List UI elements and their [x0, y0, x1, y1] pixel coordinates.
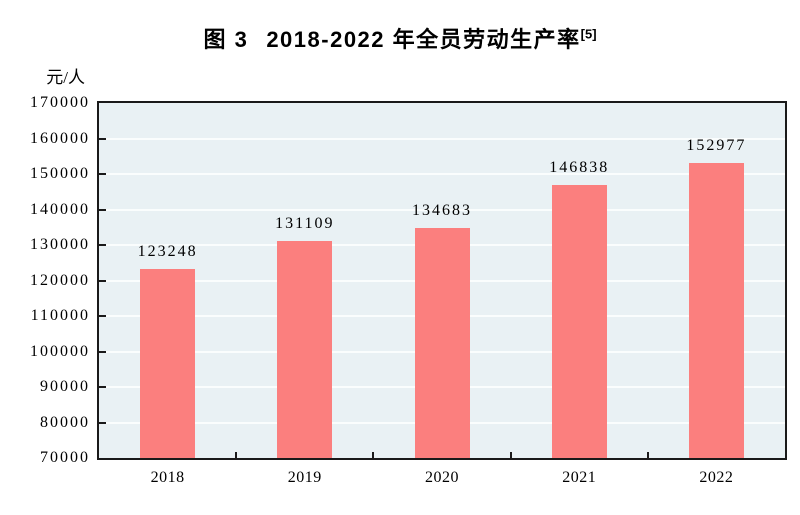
x-axis-tick-label-2021: 2021 [562, 469, 597, 486]
y-axis-tick-mark [99, 279, 106, 282]
y-axis-tick-label: 150000 [30, 165, 90, 182]
y-axis-unit-label: 元/人 [46, 68, 85, 87]
y-axis-tick-label: 140000 [30, 200, 90, 218]
chart-title-footnote-marker: [5] [580, 26, 597, 42]
bar-value-label-2021: 146838 [549, 159, 610, 177]
gridline [99, 173, 785, 175]
x-axis-tick-label-2019: 2019 [287, 469, 322, 486]
x-axis-tick-label-2020: 2020 [425, 469, 459, 486]
gridline [99, 208, 785, 211]
bar-2019 [277, 241, 333, 458]
y-axis-tick-label: 130000 [30, 236, 90, 253]
x-axis-tick-mark [235, 452, 238, 458]
bar-value-label-2020: 134683 [412, 202, 472, 220]
x-axis-tick-mark [646, 452, 649, 458]
x-axis-tick-label-2018: 2018 [150, 469, 185, 486]
x-axis-tick-mark [372, 452, 375, 458]
y-axis-tick-mark [99, 315, 106, 317]
y-axis-tick-label: 100000 [30, 342, 90, 360]
y-axis-tick-mark [99, 208, 106, 211]
x-axis-tick-label-2022: 2022 [699, 469, 734, 486]
y-axis-tick-mark [99, 173, 106, 175]
y-axis-tick-mark [99, 244, 106, 246]
bar-2018 [140, 268, 196, 458]
bar-value-label-2019: 131109 [275, 215, 335, 233]
y-axis-tick-label: 110000 [30, 307, 90, 324]
y-axis-tick-label: 80000 [40, 413, 90, 431]
y-axis-tick-label: 170000 [30, 94, 90, 111]
y-axis-tick-label: 120000 [30, 271, 90, 289]
bar-value-label-2022: 152977 [686, 137, 747, 155]
y-axis-tick-mark [99, 386, 106, 388]
bar-2020 [414, 228, 470, 458]
bar-2022 [688, 163, 744, 458]
y-axis-tick-mark [99, 137, 106, 140]
bar-value-label-2018: 123248 [137, 242, 198, 260]
y-axis-tick-label: 160000 [30, 129, 90, 147]
bar-2021 [551, 185, 607, 458]
chart-title: 图 3 2018-2022 年全员劳动生产率[5] [0, 22, 800, 54]
y-axis-tick-label: 90000 [40, 378, 90, 395]
x-axis-tick-mark [509, 452, 512, 458]
gridline [99, 137, 785, 140]
y-axis-tick-mark [99, 350, 106, 353]
chart-title-figure-number: 图 3 [203, 27, 249, 52]
plot-area [97, 101, 787, 460]
y-axis-tick-mark [99, 421, 106, 424]
y-axis-tick-label: 70000 [40, 449, 90, 466]
chart-title-text: 2018-2022 年全员劳动生产率 [266, 27, 581, 52]
